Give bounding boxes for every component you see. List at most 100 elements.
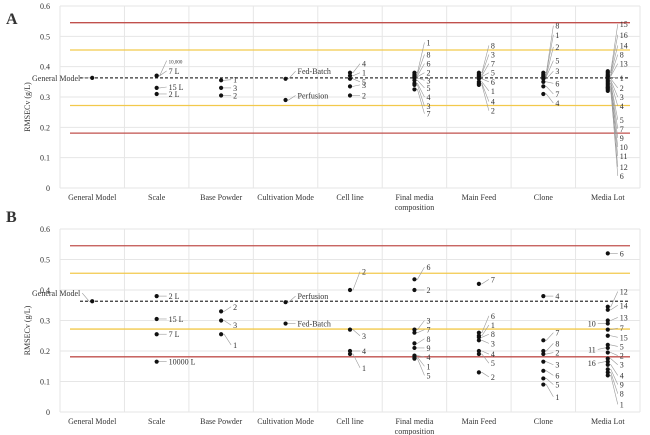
y-tick-label: 0.2: [40, 123, 50, 132]
y-tick-label: 0.1: [40, 378, 50, 387]
data-point-label: General Model: [32, 289, 81, 298]
data-point: [605, 362, 610, 367]
data-point-label: 7: [491, 60, 495, 69]
data-point-label: 1: [491, 321, 495, 330]
data-point-label: 5: [620, 116, 624, 125]
data-point: [476, 82, 481, 87]
data-point: [347, 351, 353, 357]
data-point-label: 6: [620, 172, 624, 181]
data-point: [605, 321, 610, 326]
data-point-label: 2: [491, 373, 495, 382]
data-point-label: 5: [362, 78, 366, 87]
x-category-label: Media Lot: [591, 417, 625, 426]
data-point-label: 2: [426, 69, 430, 78]
data-point: [412, 330, 417, 335]
data-point: [154, 332, 159, 337]
data-point: [283, 321, 288, 326]
data-point-label: 3: [233, 84, 237, 93]
data-point: [476, 370, 481, 375]
data-point-label: 8: [555, 339, 559, 348]
data-point-label: 15: [620, 333, 628, 342]
data-point-label: 14: [620, 301, 628, 310]
data-point: [541, 91, 546, 97]
data-point-label: 4: [491, 350, 495, 359]
data-point-label: 13: [620, 60, 628, 69]
data-point: [541, 351, 546, 357]
data-point-label: 8: [491, 41, 495, 50]
data-point-label: 3: [426, 317, 430, 326]
data-point-label: 5: [555, 57, 559, 66]
data-point-label: General Model: [32, 74, 81, 83]
data-point-label: 2: [362, 91, 366, 100]
data-point: [412, 277, 417, 282]
data-point: [541, 348, 546, 354]
y-tick-label: 0.2: [40, 347, 50, 356]
data-point-label: 7: [426, 326, 430, 335]
data-point: [347, 327, 353, 332]
data-point-label: 8: [426, 335, 430, 344]
data-point-label: 4: [620, 371, 624, 380]
data-point: [476, 348, 481, 354]
label-leader-line: [414, 358, 425, 376]
data-point-label: 10: [620, 143, 628, 152]
data-point-label: 15 L: [169, 83, 184, 92]
data-point-label: 7: [555, 90, 559, 99]
y-tick-label: 0: [46, 184, 50, 193]
y-tick-label: 0.5: [40, 32, 50, 41]
data-point: [476, 330, 481, 335]
data-point: [154, 91, 159, 97]
data-point-label: 1: [620, 400, 624, 409]
data-point-label: 1: [426, 38, 430, 47]
data-point-label: 5: [426, 84, 430, 93]
data-point: [347, 348, 353, 354]
data-point: [605, 318, 610, 323]
data-point: [412, 82, 417, 87]
data-point-label: 3: [491, 339, 495, 348]
data-point-label: 1: [426, 362, 430, 371]
x-category-label: Cultivation Mode: [257, 193, 314, 202]
data-point-label: 2: [491, 107, 495, 116]
y-tick-label: 0.6: [40, 225, 50, 234]
data-point: [219, 93, 224, 98]
x-category-label: Clone: [534, 417, 554, 426]
data-point-label: 4: [555, 292, 559, 301]
x-category-label: Cell line: [336, 193, 364, 202]
data-point-label: 7 L: [169, 330, 180, 339]
data-point-label: 4: [555, 99, 559, 108]
data-point-label: 7 L: [169, 67, 180, 76]
data-point: [283, 76, 288, 81]
data-point-label: 6: [426, 60, 430, 69]
data-point-label: 7: [620, 125, 624, 134]
data-point: [347, 70, 353, 75]
data-point-label: 4: [426, 93, 430, 102]
data-point-label: 3: [362, 81, 366, 90]
data-point: [90, 299, 95, 304]
data-point-label: 4: [362, 347, 366, 356]
data-point-label: 3: [426, 76, 430, 85]
data-point: [154, 294, 159, 299]
data-point-label: 12: [620, 163, 628, 172]
data-point: [219, 309, 224, 314]
data-point-label: 6: [555, 79, 559, 88]
data-point: [605, 327, 610, 332]
data-point: [541, 359, 546, 364]
y-axis-label: RMSECv (g/L): [23, 305, 32, 355]
data-point-label: 2: [555, 43, 559, 52]
data-point-label: 3: [555, 361, 559, 370]
data-point: [605, 367, 610, 372]
data-point: [541, 79, 546, 84]
data-point-label: 3: [555, 67, 559, 76]
label-leader-line: [350, 353, 361, 368]
data-point-label: 8: [555, 22, 559, 31]
data-point: [476, 281, 481, 286]
x-category-label: General Model: [68, 417, 117, 426]
data-point-label: 7: [491, 275, 495, 284]
x-category-label: Final media: [395, 193, 433, 202]
data-point-label: 2: [233, 303, 237, 312]
x-category-label: Cultivation Mode: [257, 417, 314, 426]
data-point: [347, 73, 353, 78]
data-point-label: 1: [555, 31, 559, 40]
data-point: [605, 373, 610, 378]
